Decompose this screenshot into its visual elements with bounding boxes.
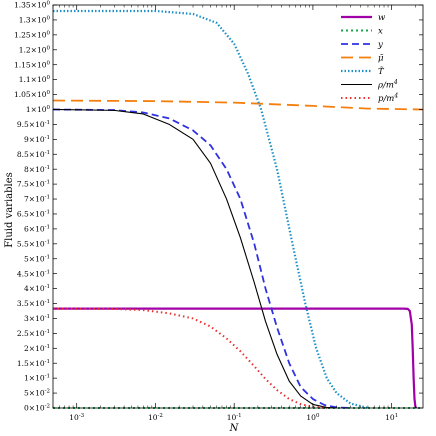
axis-layer: 0×10-2 5×10-2 1×10-1 1.5×10-1 2×10-1 2.5×10-1… xyxy=(14,1,423,422)
legend-label-y: y xyxy=(377,40,383,50)
y-tick-label: 6.5×10-1 xyxy=(17,210,50,219)
legend-label-T: T̃ xyxy=(378,65,385,77)
y-tick-label: 3.5×10-1 xyxy=(17,299,50,308)
y-tick-label: 1.05×100 xyxy=(14,90,51,99)
y-tick-label: 7.5×10-1 xyxy=(17,180,50,189)
y-tick-label: 9×10-1 xyxy=(24,135,50,144)
y-tick-label: 1.35×100 xyxy=(14,1,51,10)
series-line-T xyxy=(53,9,369,410)
y-axis-label: Fluid variables xyxy=(4,172,15,248)
y-tick-label: 1.2×100 xyxy=(19,45,51,54)
legend: wxy μ̃T̃ ρ/m4 p/m4 xyxy=(341,13,398,104)
x-tick-label: 10-2 xyxy=(148,413,163,422)
y-tick-label: 1.5×10-1 xyxy=(17,359,50,368)
x-tick-label: 10-1 xyxy=(227,413,242,422)
legend-label-mu: μ̃ xyxy=(378,53,384,64)
y-tick-label: 4.5×10-1 xyxy=(17,269,50,278)
x-axis-label: N xyxy=(229,423,240,434)
series-line-w xyxy=(53,307,418,409)
y-tick-label: 1.1×100 xyxy=(19,75,51,84)
y-tick-label: 6×10-1 xyxy=(24,224,50,233)
y-tick-label: 5.5×10-1 xyxy=(17,239,50,248)
y-tick-label: 1.15×100 xyxy=(14,60,51,69)
series-line-p xyxy=(52,307,327,409)
legend-label-w: w xyxy=(378,13,386,23)
legend-label-x: x xyxy=(378,27,383,37)
x-tick-label: 10-3 xyxy=(69,413,84,422)
y-tick-label: 1.25×100 xyxy=(14,30,51,39)
legend-label-rho: ρ/m4 xyxy=(377,79,398,91)
y-tick-label: 5×10-1 xyxy=(24,254,50,263)
y-tick-label: 8.5×10-1 xyxy=(17,150,50,159)
y-tick-label: 7×10-1 xyxy=(24,195,50,204)
series-layer xyxy=(52,9,424,410)
y-tick-label: 1×100 xyxy=(26,105,51,114)
x-tick-label: 100 xyxy=(306,413,320,422)
y-tick-label: 2×10-1 xyxy=(24,344,50,353)
x-tick-label: 101 xyxy=(385,413,398,422)
series-line-mu xyxy=(52,99,424,111)
series-line-y xyxy=(52,108,351,409)
y-tick-label: 1×10-1 xyxy=(24,374,50,383)
y-tick-label: 2.5×10-1 xyxy=(17,329,50,338)
legend-label-p: p/m4 xyxy=(378,93,398,105)
y-tick-label: 9.5×10-1 xyxy=(17,120,50,129)
y-tick-label: 5×10-2 xyxy=(24,389,50,398)
plot-frame xyxy=(52,4,424,409)
y-tick-label: 3×10-1 xyxy=(24,314,50,323)
y-tick-label: 0×10-2 xyxy=(24,404,50,413)
series-line-rho xyxy=(52,108,337,409)
y-tick-label: 1.3×100 xyxy=(19,16,51,25)
y-tick-label: 4×10-1 xyxy=(24,284,50,293)
y-tick-label: 8×10-1 xyxy=(24,165,50,174)
